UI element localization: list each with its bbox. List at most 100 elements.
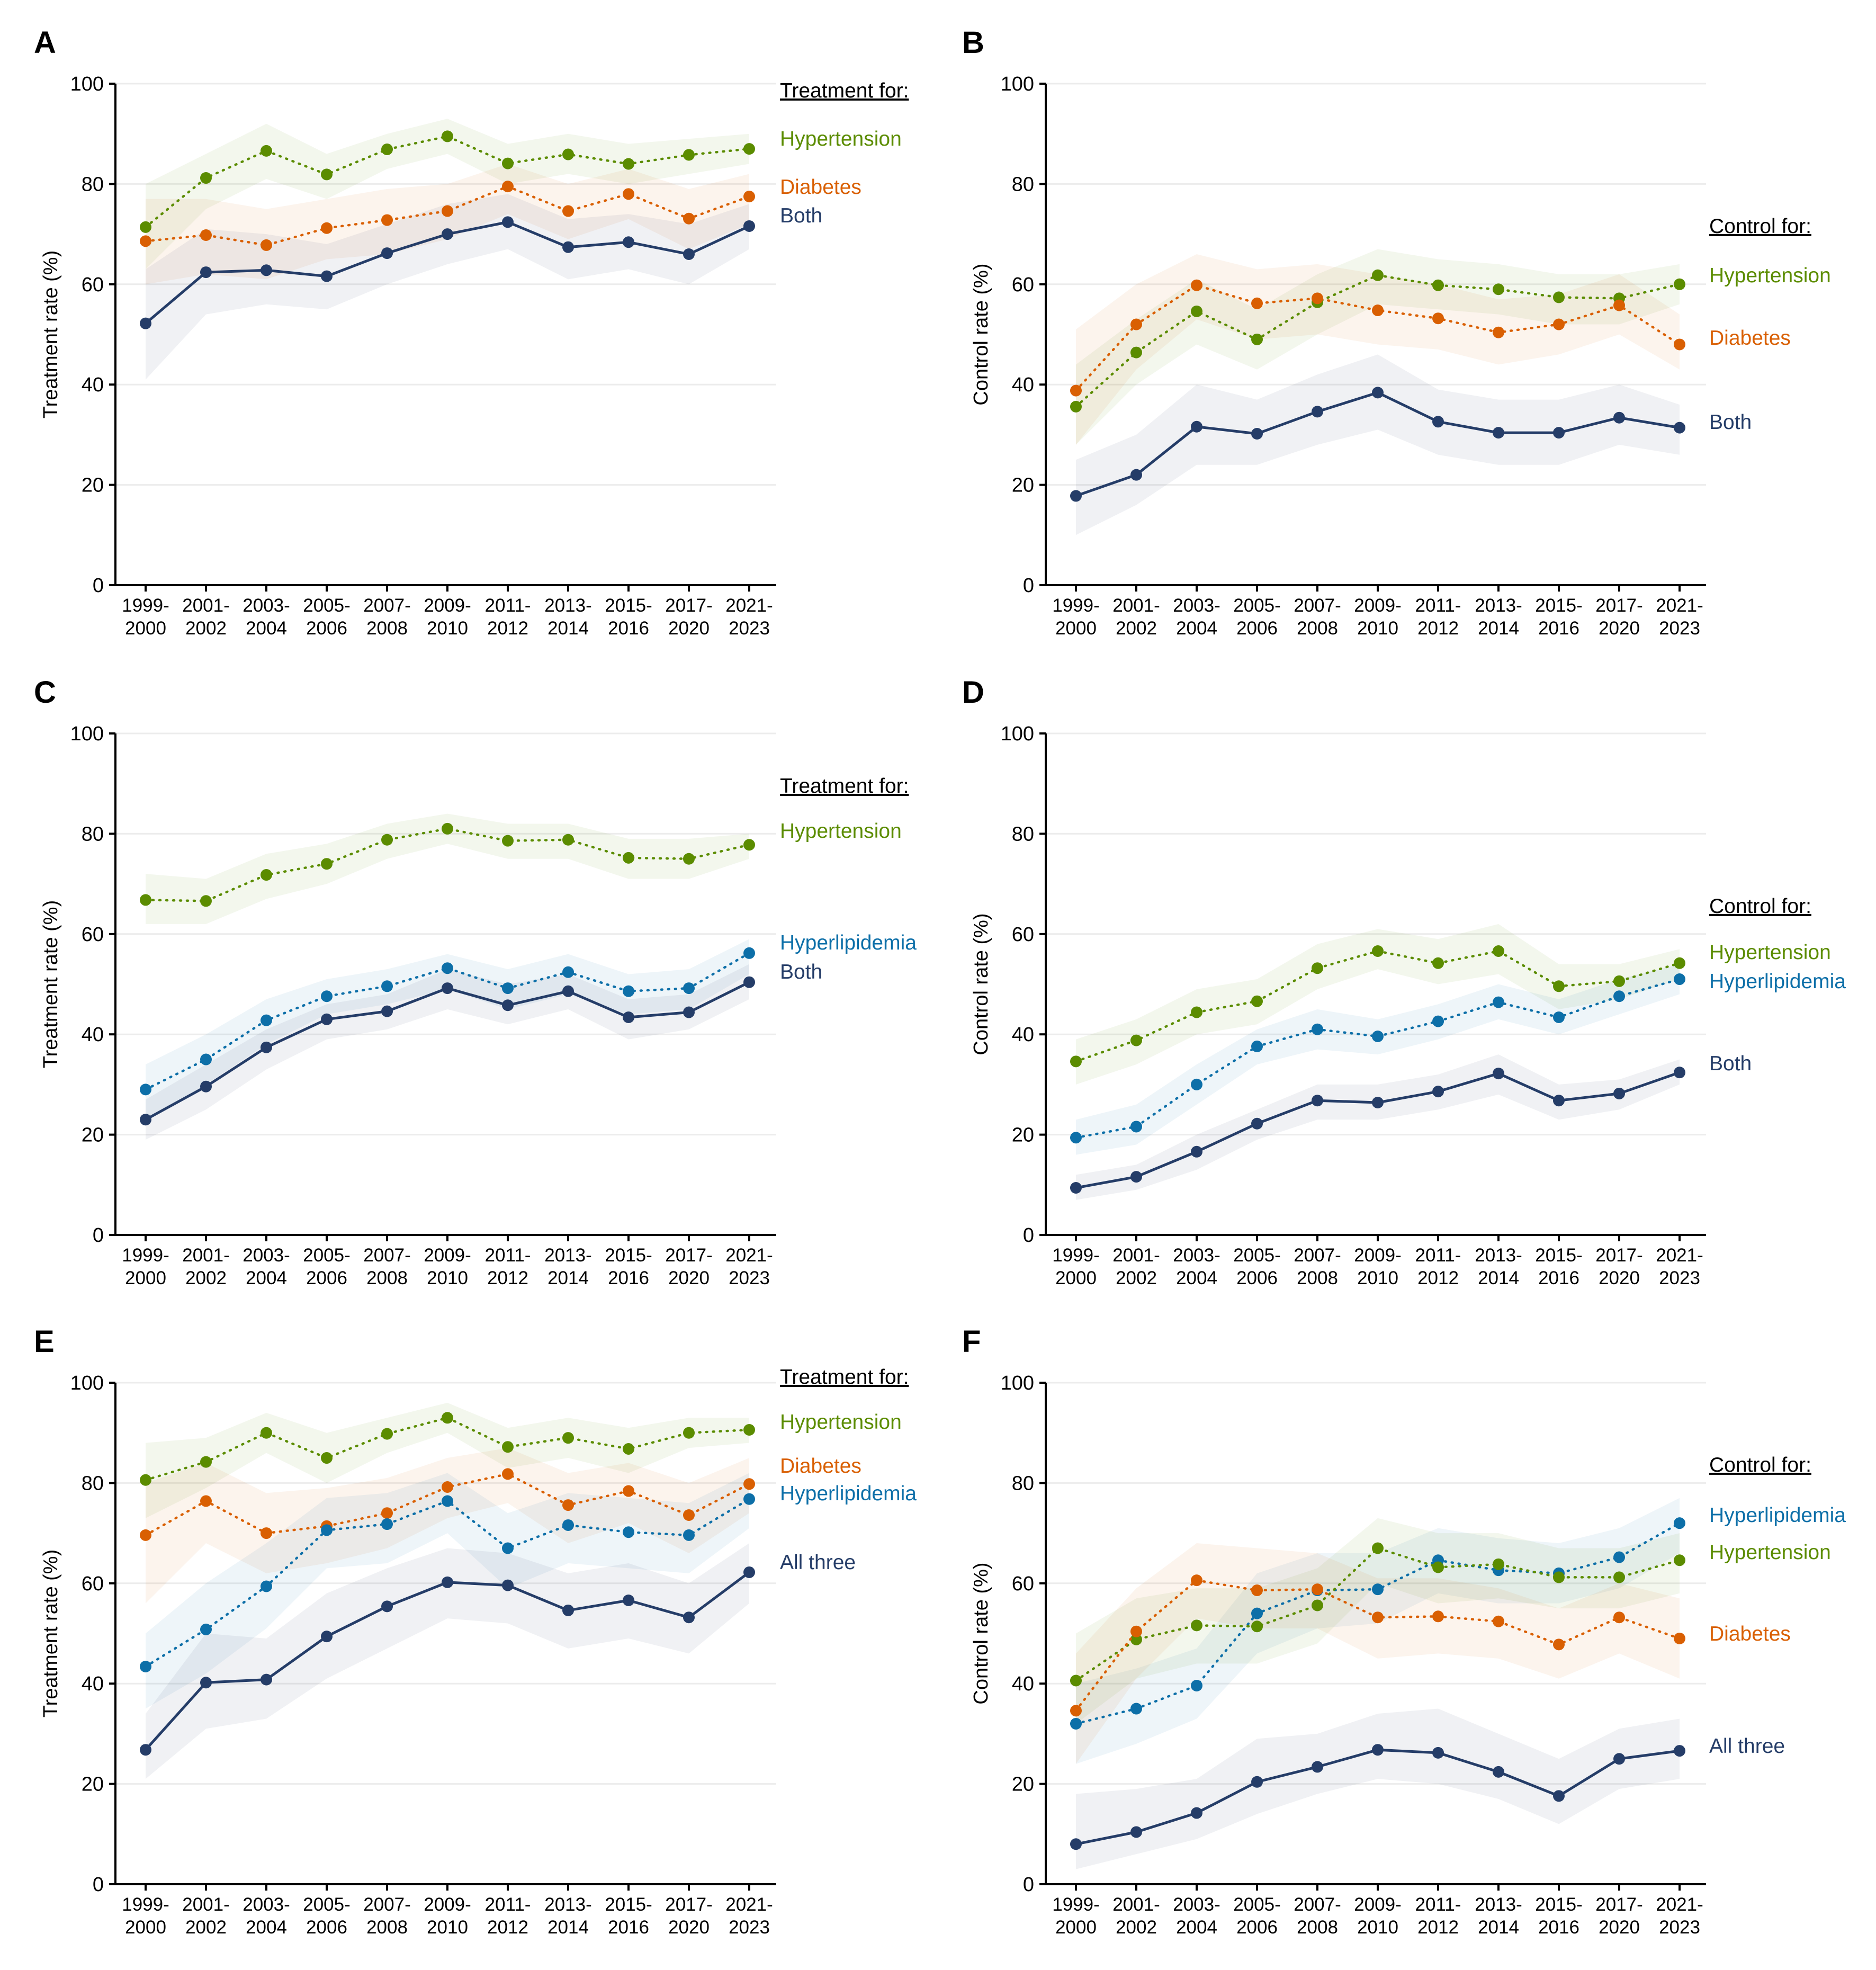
data-point-hyperlipidemia [1674,1517,1685,1529]
data-point-hyperlipidemia [1191,1078,1202,1090]
data-point-hypertension [140,221,151,233]
data-point-both [261,1041,272,1053]
data-point-hyperlipidemia [623,1526,634,1538]
data-point-hypertension [1553,291,1565,303]
data-point-both [140,317,151,329]
x-tick-label: 2015-2016 [605,595,652,639]
y-tick-label: 80 [1012,1472,1034,1494]
data-point-both [200,266,212,279]
data-point-both [200,1080,212,1093]
data-point-hypertension [502,835,514,847]
data-point-hypertension [1493,283,1504,296]
data-point-diabetes [1130,318,1142,330]
legend-title: Control for: [1709,215,1811,238]
panel-a: A 0 20 40 60 80 100 Treatment rate (%) 1999-2000… [34,25,909,639]
data-point-all-three [1251,1776,1263,1788]
data-point-hyperlipidemia [683,982,695,995]
legend-title: Treatment for: [780,79,909,102]
x-tick-label: 2005-2006 [303,1894,351,1938]
data-point-hypertension [502,157,514,169]
data-point-hypertension [683,1427,695,1439]
data-point-hypertension [261,145,272,157]
data-point-diabetes [562,1499,574,1511]
data-point-hypertension [200,172,212,184]
x-tick-label: 2009-2010 [424,1245,471,1288]
y-tick-label: 100 [70,723,104,745]
x-tick-label: 2001-2002 [1112,1245,1160,1288]
series-label-both: Both [780,204,822,227]
ci-band-diabetes [1076,1543,1680,1764]
x-tick-label: 2011-2012 [485,595,531,639]
y-tick-label: 60 [1012,274,1034,296]
x-tick-label: 2007-2008 [1294,1894,1341,1938]
ci-band-all-three [1076,1708,1680,1869]
data-point-all-three [1674,1745,1685,1757]
data-point-hyperlipidemia [1251,1607,1263,1619]
series-label-both: Both [1709,411,1752,434]
x-tick-label: 2003-2004 [243,1894,290,1938]
data-point-diabetes [321,222,333,234]
data-point-hypertension [140,894,151,906]
panel-letter: B [962,25,984,60]
y-tick-label: 100 [70,1372,104,1394]
data-point-all-three [1493,1766,1504,1778]
y-tick-label: 40 [82,1673,104,1695]
data-point-hyperlipidemia [442,962,453,974]
panel-e: E 0 20 40 60 80 100 Treatment rate (%) 1999-2000… [34,1324,917,1938]
y-tick-label: 40 [82,1024,104,1046]
ci-band-both [146,194,749,380]
data-point-hypertension [1493,945,1504,957]
y-tick-label: 0 [93,1224,104,1247]
data-point-both [1372,1096,1384,1108]
x-tick-label: 2003-2004 [1173,1245,1220,1288]
y-tick-label: 20 [82,1774,104,1796]
x-tick-label: 2011-2012 [1415,1245,1461,1288]
data-point-hypertension [1372,269,1384,281]
data-point-hypertension [743,839,755,851]
data-point-hyperlipidemia [502,982,514,995]
data-point-hypertension [1191,1006,1202,1018]
data-point-hypertension [1674,1554,1685,1566]
data-point-all-three [381,1600,393,1613]
data-point-both [1372,387,1384,399]
series-label-all-three: All three [1709,1735,1785,1758]
data-point-diabetes [502,181,514,193]
data-point-diabetes [1372,305,1384,317]
y-tick-label: 0 [1023,1874,1034,1896]
data-point-hyperlipidemia [1191,1679,1202,1691]
data-point-all-three [1432,1747,1444,1759]
y-axis-title: Control rate (%) [970,263,992,405]
legend-title: Treatment for: [780,1366,909,1389]
data-point-diabetes [140,235,151,247]
data-point-both [381,247,393,259]
ci-band-diabetes [1076,254,1680,445]
data-point-hypertension [623,852,634,864]
data-point-diabetes [743,191,755,203]
data-point-both [1312,1095,1323,1107]
data-point-hyperlipidemia [1674,973,1685,986]
data-point-hypertension [1191,305,1202,317]
data-point-all-three [321,1631,333,1643]
y-tick-label: 40 [1012,1673,1034,1695]
x-tick-label: 2015-2016 [1535,1245,1583,1288]
x-tick-label: 1999-2000 [122,1894,169,1938]
y-tick-label: 60 [82,924,104,946]
data-point-all-three [623,1594,634,1606]
data-point-all-three [200,1677,212,1689]
data-point-both [321,1013,333,1025]
data-point-hyperlipidemia [261,1580,272,1592]
data-point-hypertension [743,1424,755,1436]
x-tick-label: 2007-2008 [1294,1245,1341,1288]
data-point-hypertension [200,1456,212,1468]
x-tick-label: 2009-2010 [1354,1894,1402,1938]
data-point-hypertension [1251,995,1263,1007]
series-label-diabetes: Diabetes [1709,1623,1791,1645]
x-tick-label: 2015-2016 [1535,1894,1583,1938]
data-point-hyperlipidemia [562,1519,574,1531]
ci-band-both [1076,1054,1680,1200]
data-point-hypertension [1070,1674,1082,1687]
data-point-hypertension [1674,957,1685,969]
data-point-diabetes [381,214,393,226]
data-point-hyperlipidemia [321,1524,333,1536]
